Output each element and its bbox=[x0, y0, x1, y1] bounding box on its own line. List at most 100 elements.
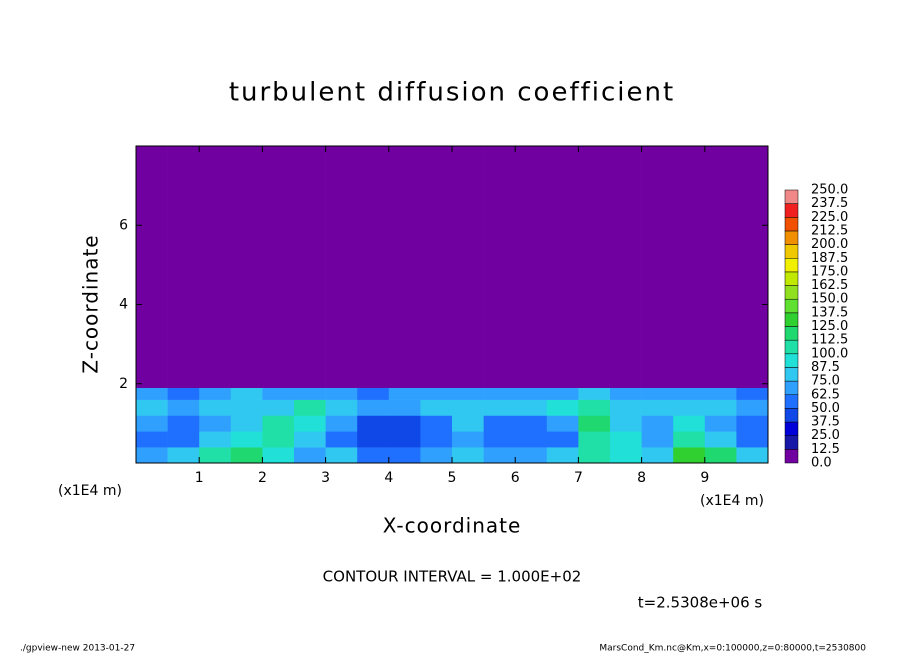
colorbar-label: 75.0 bbox=[811, 374, 840, 389]
colorbar-label: 162.5 bbox=[811, 278, 848, 293]
heatmap-cell bbox=[167, 431, 200, 448]
colorbar-label: 62.5 bbox=[811, 387, 840, 402]
heatmap-cell bbox=[578, 447, 611, 464]
heatmap-cell bbox=[199, 431, 232, 448]
heatmap-cell bbox=[136, 387, 168, 400]
colorbar-label: 50.0 bbox=[811, 401, 840, 416]
heatmap-cell bbox=[515, 415, 548, 432]
heatmap-cell bbox=[294, 399, 326, 416]
heatmap-cell bbox=[294, 415, 326, 432]
x-tick-label: 3 bbox=[321, 470, 330, 486]
heatmap-cell bbox=[167, 387, 200, 400]
colorbar-label: 175.0 bbox=[811, 264, 848, 279]
heatmap-cell bbox=[483, 431, 516, 448]
heatmap-cell bbox=[546, 431, 579, 448]
heatmap-cell bbox=[136, 399, 168, 416]
x-tick-label: 5 bbox=[448, 470, 457, 486]
colorbar-label: 250.0 bbox=[811, 183, 848, 198]
colorbar-label: 112.5 bbox=[811, 333, 848, 348]
chart-title: turbulent diffusion coefficient bbox=[229, 78, 675, 108]
colorbar-band bbox=[784, 380, 799, 396]
colorbar-band bbox=[784, 421, 799, 436]
heatmap-cell bbox=[641, 415, 674, 432]
heatmap-cell bbox=[483, 146, 516, 389]
heatmap-cell bbox=[736, 415, 769, 432]
heatmap-cell bbox=[704, 447, 737, 464]
heatmap-cell bbox=[167, 146, 200, 389]
heatmap-cell bbox=[452, 146, 484, 389]
heatmap-cell bbox=[515, 447, 548, 464]
colorbar-band bbox=[784, 285, 799, 300]
heatmap-cell bbox=[452, 447, 484, 464]
heatmap-cell bbox=[325, 447, 358, 464]
heatmap-cell bbox=[483, 399, 516, 416]
colorbar-label: 200.0 bbox=[811, 237, 848, 252]
heatmap-cell bbox=[388, 146, 421, 389]
colorbar-label: 100.0 bbox=[811, 346, 848, 361]
heatmap-cell bbox=[452, 431, 484, 448]
x-tick-label: 7 bbox=[574, 470, 583, 486]
heatmap-cell bbox=[578, 146, 611, 389]
heatmap-cell bbox=[673, 431, 706, 448]
heatmap-cell bbox=[262, 415, 295, 432]
heatmap-cell bbox=[736, 431, 769, 448]
heatmap-cell bbox=[578, 387, 611, 400]
heatmap-cell bbox=[357, 146, 390, 389]
heatmap-cell bbox=[325, 146, 358, 389]
heatmap-cell bbox=[420, 146, 453, 389]
colorbar-band bbox=[784, 203, 799, 218]
heatmap-cell bbox=[736, 387, 769, 400]
colorbar-label: 237.5 bbox=[811, 196, 848, 211]
heatmap-cell bbox=[736, 399, 769, 416]
colorbar-band bbox=[784, 217, 799, 232]
heatmap-cell bbox=[673, 387, 706, 400]
x-axis-label: X-coordinate bbox=[383, 514, 522, 538]
heatmap-cell bbox=[736, 447, 769, 464]
heatmap-cell bbox=[736, 146, 769, 389]
heatmap-cell bbox=[388, 415, 421, 432]
heatmap-cell bbox=[420, 431, 453, 448]
x-tick-label: 1 bbox=[195, 470, 204, 486]
heatmap-cell bbox=[673, 146, 706, 389]
heatmap-cell bbox=[357, 415, 390, 432]
colorbar-band bbox=[784, 449, 799, 464]
colorbar-label: 87.5 bbox=[811, 360, 840, 375]
colorbar-label: 37.5 bbox=[811, 415, 840, 430]
y-tick-label: 4 bbox=[119, 297, 128, 313]
colorbar-label: 12.5 bbox=[811, 442, 840, 457]
heatmap-cell bbox=[199, 387, 232, 400]
heatmap-cell bbox=[704, 146, 737, 389]
x-tick-label: 4 bbox=[384, 470, 393, 486]
colorbar-label: 225.0 bbox=[811, 210, 848, 225]
heatmap-cell bbox=[357, 399, 390, 416]
heatmap-cell bbox=[388, 399, 421, 416]
x-tick-label: 6 bbox=[511, 470, 520, 486]
y-unit-label: (x1E4 m) bbox=[58, 483, 122, 499]
heatmap-cell bbox=[262, 399, 295, 416]
colorbar-label: 137.5 bbox=[811, 305, 848, 320]
footer-left: ./gpview-new 2013-01-27 bbox=[20, 644, 135, 654]
heatmap-cell bbox=[641, 447, 674, 464]
heatmap-cell bbox=[294, 447, 326, 464]
heatmap-cell bbox=[515, 146, 548, 389]
heatmap-cell bbox=[610, 415, 642, 432]
heatmap-cell bbox=[357, 447, 390, 464]
heatmap-cell bbox=[199, 399, 232, 416]
colorbar-band bbox=[784, 435, 799, 450]
heatmap-cell bbox=[452, 387, 484, 400]
heatmap-cell bbox=[641, 146, 674, 389]
heatmap-cell bbox=[230, 146, 263, 389]
colorbar-label: 0.0 bbox=[811, 456, 832, 471]
heatmap-cell bbox=[230, 431, 263, 448]
heatmap-cell bbox=[136, 447, 168, 464]
heatmap-cell bbox=[704, 399, 737, 416]
heatmap-cell bbox=[136, 146, 168, 389]
heatmap-cell bbox=[357, 387, 390, 400]
colorbar-label: 125.0 bbox=[811, 319, 848, 334]
x-tick-label: 8 bbox=[637, 470, 646, 486]
colorbar-band bbox=[784, 339, 799, 355]
heatmap-cell bbox=[610, 146, 642, 389]
colorbar-band bbox=[784, 326, 799, 341]
heatmap-cell bbox=[546, 399, 579, 416]
